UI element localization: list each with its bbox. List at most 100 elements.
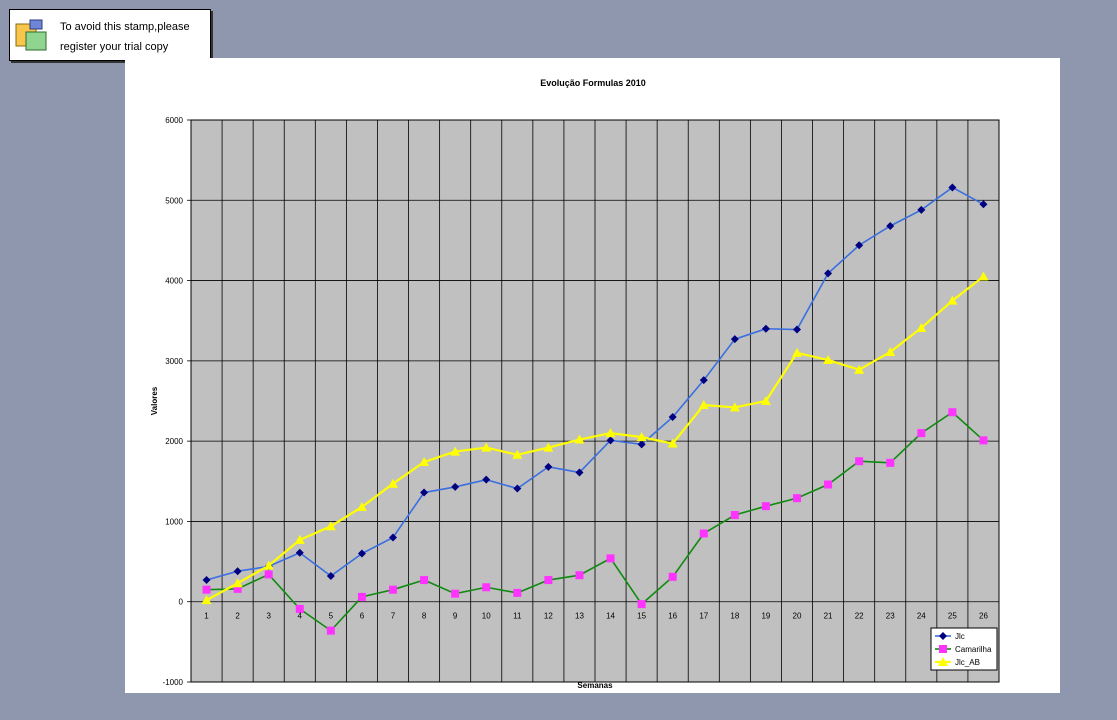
x-tick-label: 2 [235, 612, 240, 621]
series-lines [206, 186, 985, 632]
data-point-jlc [824, 269, 833, 278]
data-point-jlc-ab [667, 438, 678, 448]
x-tick-label: 11 [513, 612, 522, 621]
data-point-camarilha [606, 554, 615, 563]
data-point-camarilha [513, 588, 522, 597]
x-tick-label: 23 [886, 612, 895, 621]
y-tick-label: 0 [179, 598, 184, 607]
x-tick-label: 6 [360, 612, 365, 621]
data-point-jlc [202, 576, 211, 585]
data-point-camarilha [699, 529, 708, 538]
x-tick-label: 3 [266, 612, 271, 621]
x-tick-label: 8 [422, 612, 427, 621]
x-tick-label: 24 [917, 612, 926, 621]
data-point-camarilha [233, 584, 242, 593]
y-tick-label: 2000 [165, 437, 183, 446]
x-tick-label: 1 [204, 612, 209, 621]
x-tick-label: 16 [668, 612, 677, 621]
data-point-jlc-ab [823, 355, 834, 365]
data-point-camarilha [326, 626, 335, 635]
trial-stamp: To avoid this stamp,please register your… [9, 9, 211, 61]
data-point-jlc [637, 440, 646, 449]
y-tick-label: -1000 [163, 678, 184, 687]
data-point-jlc-ab [978, 271, 989, 281]
legend-marker-jlc [939, 632, 947, 640]
data-point-jlc [606, 436, 615, 445]
windows-icon [15, 19, 47, 51]
data-point-jlc-ab [698, 400, 709, 410]
data-point-camarilha [948, 408, 957, 417]
data-point-jlc-ab [729, 402, 740, 412]
data-point-jlc-ab [325, 521, 336, 531]
stamp-line-1: To avoid this stamp,please [60, 21, 190, 33]
data-point-jlc [451, 482, 460, 491]
data-point-camarilha [264, 570, 273, 579]
grid-lines [187, 119, 999, 683]
data-point-jlc-ab [294, 534, 305, 544]
data-point-jlc-ab [419, 457, 430, 467]
data-point-jlc [357, 549, 366, 558]
data-point-camarilha [575, 571, 584, 580]
data-point-camarilha [668, 572, 677, 581]
data-point-jlc-ab [388, 478, 398, 488]
data-point-jlc-ab [450, 446, 461, 456]
y-tick-label: 6000 [165, 116, 183, 125]
series-line-jlc-ab [206, 275, 985, 602]
x-tick-label: 22 [855, 612, 864, 621]
stamp-line-2: register your trial copy [60, 41, 169, 53]
x-tick-label: 19 [761, 612, 770, 621]
y-tick-label: 5000 [165, 196, 183, 205]
data-point-camarilha [793, 494, 801, 503]
data-point-camarilha [451, 589, 460, 598]
data-point-jlc [699, 376, 708, 385]
data-point-jlc-ab [916, 322, 927, 332]
y-axis-label: Valores [150, 386, 159, 415]
series-line-jlc [206, 186, 984, 581]
data-point-jlc-ab [947, 295, 958, 305]
data-point-jlc-ab [543, 442, 554, 452]
x-axis-ticks: 1 2 3 4 5 6 7 8 9 10 11 12 13 14 15 16 17 18 19 20 21 22 23 24 2… [204, 612, 988, 621]
data-point-jlc-ab [201, 595, 212, 605]
data-point-jlc [513, 484, 522, 493]
data-point-jlc-ab [232, 578, 243, 588]
x-tick-label: 21 [824, 612, 833, 621]
x-tick-label: 5 [329, 612, 334, 621]
data-point-jlc [761, 324, 770, 333]
data-point-camarilha [202, 585, 211, 594]
data-point-camarilha [917, 429, 926, 438]
x-tick-label: 9 [453, 612, 458, 621]
x-tick-label: 15 [637, 612, 646, 621]
data-point-jlc [420, 488, 429, 497]
data-point-jlc-ab [356, 501, 367, 511]
legend-label-jlc-ab: Jlc_AB [955, 658, 980, 667]
x-axis-label: Semanas [577, 681, 613, 690]
chart-legend: Jlc Camarilha Jlc_AB [930, 627, 998, 671]
legend-marker-jlc-ab [938, 657, 948, 666]
data-point-jlc [979, 200, 988, 209]
x-tick-label: 10 [482, 612, 491, 621]
x-tick-label: 18 [730, 612, 739, 621]
data-point-jlc [793, 325, 801, 334]
data-point-camarilha [730, 511, 739, 520]
data-point-jlc [730, 335, 739, 344]
x-tick-label: 7 [391, 612, 396, 621]
x-tick-label: 12 [544, 612, 553, 621]
data-point-jlc [295, 548, 304, 557]
data-point-jlc [855, 241, 864, 250]
data-point-jlc-ab [574, 434, 585, 444]
data-point-jlc [482, 475, 491, 484]
x-tick-label: 17 [699, 612, 708, 621]
data-point-camarilha [761, 502, 770, 511]
x-tick-label: 13 [575, 612, 584, 621]
data-point-camarilha [637, 600, 646, 609]
data-point-jlc [389, 533, 397, 542]
data-point-camarilha [482, 583, 491, 592]
data-point-jlc-ab [760, 396, 771, 405]
data-point-camarilha [295, 604, 304, 613]
data-point-camarilha [389, 585, 397, 594]
data-point-jlc-ab [636, 432, 647, 442]
x-tick-label: 26 [979, 612, 988, 621]
data-point-jlc-ab [854, 364, 865, 374]
